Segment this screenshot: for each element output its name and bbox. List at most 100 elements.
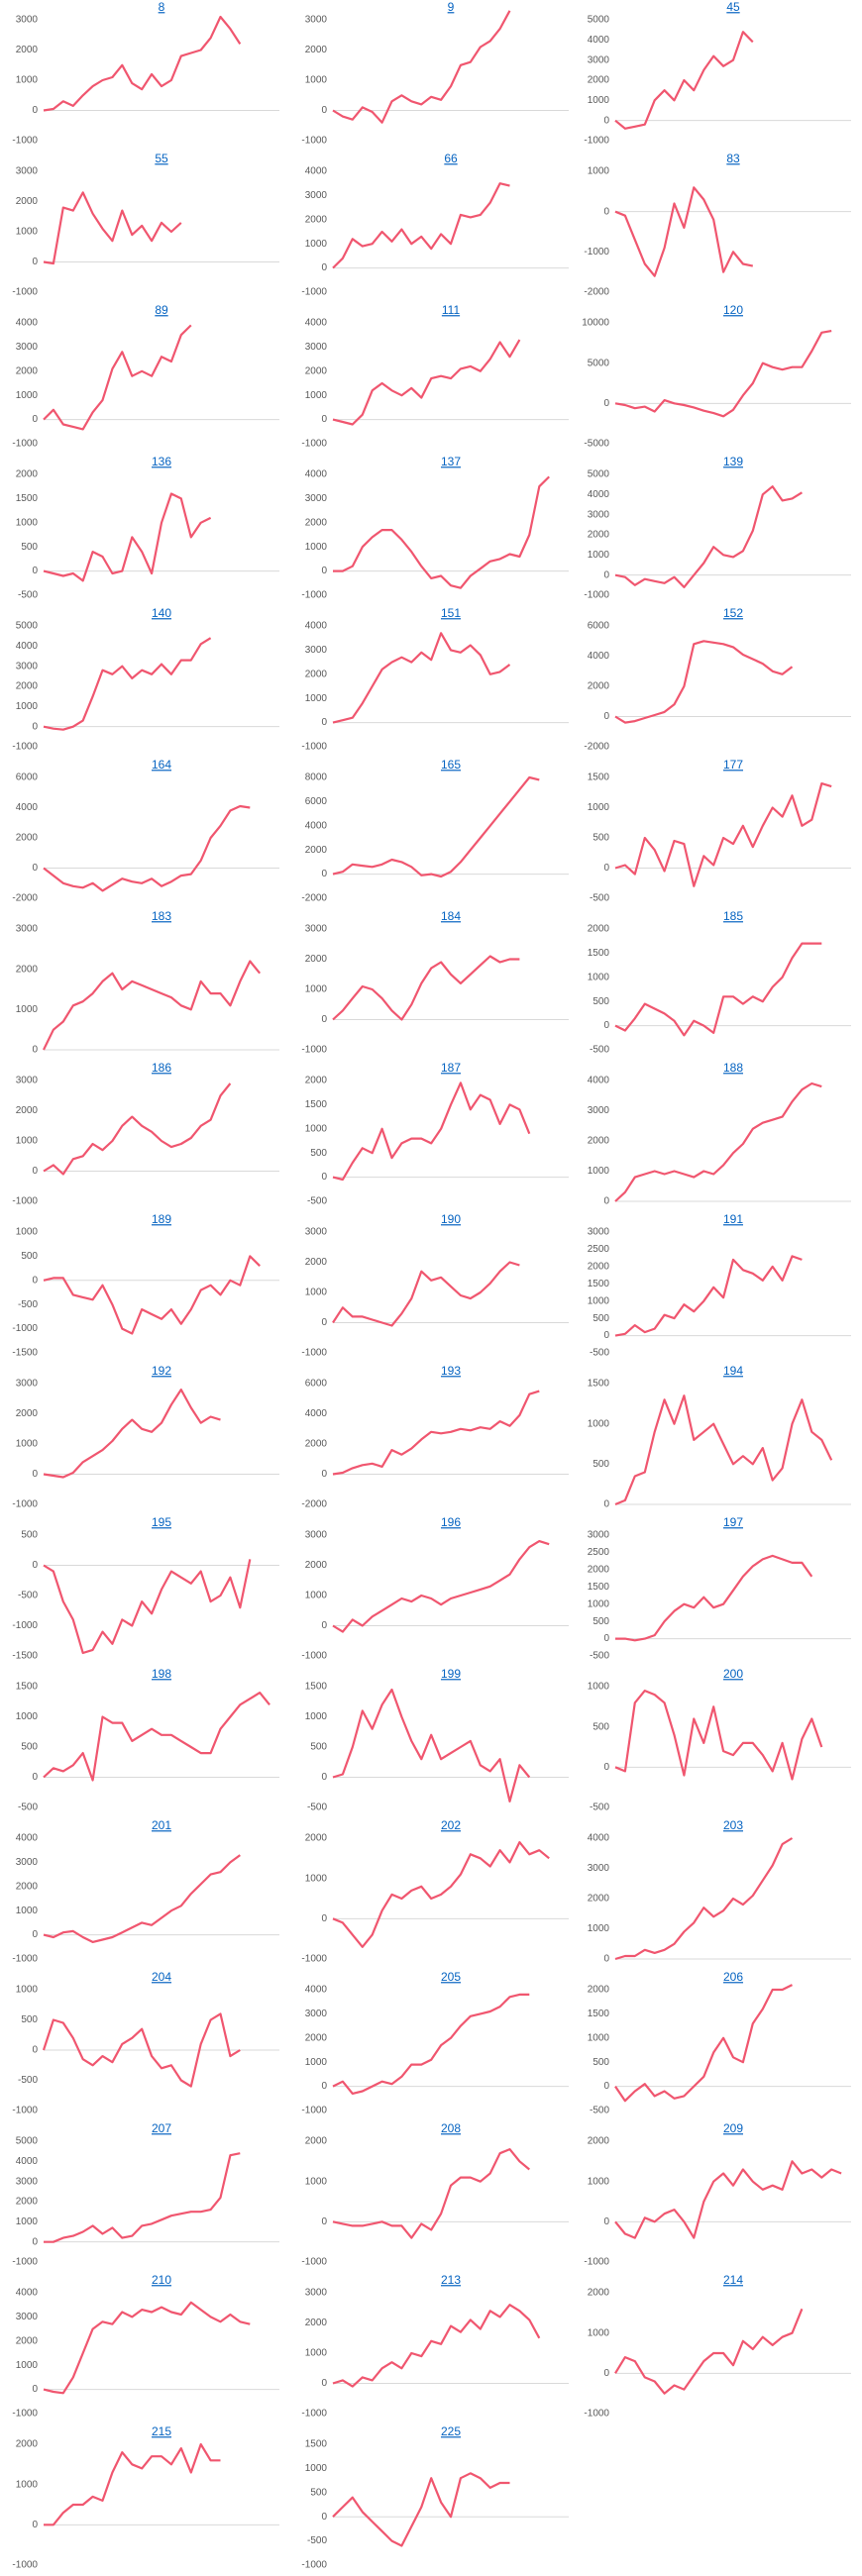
chart-title[interactable]: 165 (441, 758, 461, 772)
chart-title[interactable]: 185 (723, 909, 743, 923)
chart-title[interactable]: 186 (152, 1061, 171, 1075)
y-tick-label: 3000 (588, 1530, 610, 1541)
chart-title[interactable]: 83 (726, 152, 740, 165)
chart-title[interactable]: 200 (723, 1667, 743, 1681)
chart-title[interactable]: 202 (441, 1818, 461, 1832)
chart-title[interactable]: 213 (441, 2273, 461, 2287)
chart-title[interactable]: 9 (448, 0, 455, 14)
y-tick-label: 2000 (305, 2136, 328, 2147)
y-tick-label: -1000 (584, 136, 609, 147)
y-tick-label: -500 (590, 893, 609, 904)
data-line (43, 637, 212, 731)
y-tick-label: -1000 (12, 742, 38, 753)
chart-title[interactable]: 204 (152, 1970, 171, 1984)
y-tick-label: 2000 (16, 681, 39, 692)
chart-title[interactable]: 183 (152, 909, 171, 923)
y-tick-label: 500 (310, 1148, 327, 1159)
chart-title[interactable]: 66 (444, 152, 458, 165)
data-line (614, 1689, 823, 1781)
y-tick-label: -1000 (301, 2106, 327, 2116)
y-tick-label: 500 (593, 1721, 609, 1732)
chart-title[interactable]: 210 (152, 2273, 171, 2287)
chart-title[interactable]: 225 (441, 2424, 461, 2438)
y-tick-label: 1000 (16, 2216, 39, 2227)
chart-title[interactable]: 137 (441, 455, 461, 468)
chart-title[interactable]: 152 (723, 606, 743, 620)
chart-title[interactable]: 151 (441, 606, 461, 620)
chart-title[interactable]: 192 (152, 1364, 171, 1378)
chart-title[interactable]: 191 (723, 1212, 743, 1226)
y-tick-label: 0 (32, 1469, 38, 1480)
chart-title[interactable]: 201 (152, 1818, 171, 1832)
chart-title[interactable]: 190 (441, 1212, 461, 1226)
y-tick-label: 1000 (305, 1288, 328, 1298)
chart-title[interactable]: 120 (723, 303, 743, 317)
chart-title[interactable]: 45 (726, 0, 740, 14)
chart-title[interactable]: 8 (159, 0, 165, 14)
y-tick-label: 5000 (588, 469, 610, 480)
y-tick-label: -1000 (12, 1196, 38, 1207)
chart-title[interactable]: 189 (152, 1212, 171, 1226)
chart-title[interactable]: 193 (441, 1364, 461, 1378)
y-tick-label: -1500 (12, 1348, 38, 1359)
y-tick-label: 4000 (305, 1985, 328, 1996)
y-tick-label: -500 (18, 1803, 38, 1813)
y-tick-label: 1000 (588, 1166, 610, 1177)
chart-title[interactable]: 89 (155, 303, 168, 317)
y-tick-label: 0 (321, 414, 327, 425)
y-tick-label: 0 (603, 398, 609, 409)
y-tick-label: 2000 (305, 845, 328, 856)
data-line (332, 339, 521, 426)
chart-title[interactable]: 199 (441, 1667, 461, 1681)
chart-title[interactable]: 55 (155, 152, 168, 165)
chart-title[interactable]: 197 (723, 1515, 743, 1529)
data-line (614, 2308, 804, 2395)
y-tick-label: 1500 (16, 1682, 39, 1693)
chart-title[interactable]: 214 (723, 2273, 743, 2287)
data-line (43, 1691, 270, 1782)
y-tick-label: 3000 (16, 1076, 39, 1086)
chart-title[interactable]: 206 (723, 1970, 743, 1984)
chart-title[interactable]: 198 (152, 1667, 171, 1681)
chart-title[interactable]: 164 (152, 758, 171, 772)
y-tick-label: 0 (603, 2216, 609, 2227)
y-tick-label: 0 (603, 711, 609, 722)
chart-title[interactable]: 209 (723, 2121, 743, 2135)
chart-title[interactable]: 111 (442, 303, 461, 317)
data-line (333, 475, 550, 589)
chart-title[interactable]: 195 (152, 1515, 171, 1529)
y-tick-label: 1000 (305, 2057, 328, 2068)
chart-title[interactable]: 187 (441, 1061, 461, 1075)
y-tick-label: 0 (32, 2236, 38, 2247)
chart-title[interactable]: 184 (441, 909, 461, 923)
data-line (614, 942, 822, 1037)
y-tick-label: -1000 (301, 1651, 327, 1662)
data-line (43, 1559, 252, 1655)
chart-title[interactable]: 188 (723, 1061, 743, 1075)
chart-title[interactable]: 136 (152, 455, 171, 468)
y-tick-label: 2000 (305, 1560, 328, 1571)
chart-title[interactable]: 205 (441, 1970, 461, 1984)
data-line (42, 2012, 241, 2088)
chart-title[interactable]: 208 (441, 2121, 461, 2135)
chart-title[interactable]: 140 (152, 606, 171, 620)
y-tick-label: 0 (321, 2512, 327, 2523)
y-tick-label: -500 (590, 1045, 609, 1056)
y-tick-label: 500 (310, 1742, 327, 1753)
y-tick-label: -500 (590, 1348, 609, 1359)
chart-title[interactable]: 177 (723, 758, 743, 772)
y-tick-label: 0 (321, 262, 327, 273)
chart-title[interactable]: 207 (152, 2121, 171, 2135)
y-tick-label: -500 (18, 590, 38, 601)
chart-title[interactable]: 139 (723, 455, 743, 468)
y-tick-label: 0 (321, 1913, 327, 1924)
data-line (614, 186, 754, 277)
chart-title[interactable]: 203 (723, 1818, 743, 1832)
chart-title[interactable]: 194 (723, 1364, 743, 1378)
chart-title[interactable]: 215 (152, 2424, 171, 2438)
y-tick-label: 0 (321, 566, 327, 576)
y-tick-label: 2000 (305, 1439, 328, 1450)
y-tick-label: 1000 (305, 2348, 328, 2359)
chart-title[interactable]: 196 (441, 1515, 461, 1529)
y-tick-label: -1000 (12, 1499, 38, 1510)
